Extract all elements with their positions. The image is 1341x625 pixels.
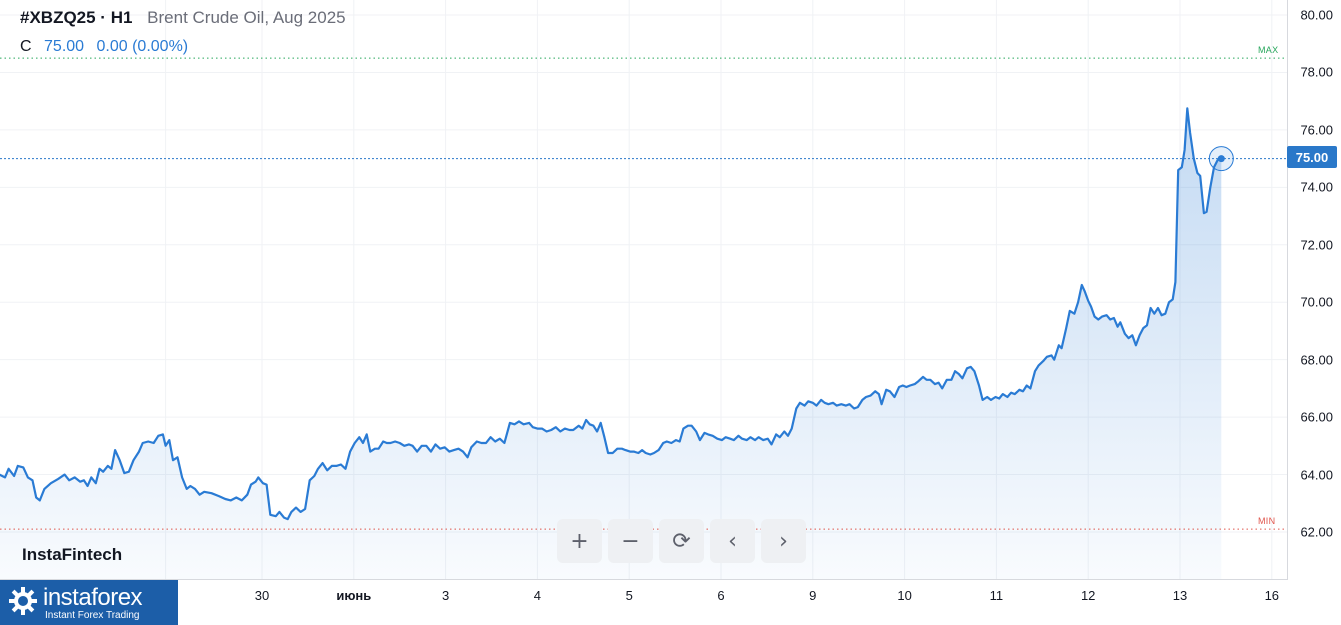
logo-gear-icon: [9, 587, 37, 615]
x-tick-label: 13: [1172, 588, 1188, 603]
y-tick-label: 70.00: [1300, 294, 1333, 310]
ohlc-legend: C 75.00 0.00 (0.00%): [20, 38, 188, 56]
chart-header: #XBZQ25 · H1 Brent Crude Oil, Aug 2025: [20, 8, 346, 28]
x-tick-label: 11: [989, 588, 1004, 603]
x-tick-label: 10: [897, 588, 912, 603]
x-tick-label: 3: [441, 588, 450, 603]
chart-toolbar: + − ⟳ ‹ ›: [557, 519, 806, 563]
scroll-left-button[interactable]: ‹: [710, 519, 755, 563]
y-tick-label: 76.00: [1300, 122, 1333, 138]
close-label: C: [20, 38, 32, 55]
close-value: 75.00: [44, 38, 85, 55]
x-tick-label: 6: [717, 588, 725, 603]
y-tick-label: 78.00: [1300, 64, 1333, 80]
x-tick-label: июнь: [336, 588, 372, 603]
min-label: MIN: [1258, 516, 1276, 527]
symbol-label: #XBZQ25 · H1: [20, 8, 133, 27]
y-tick-label: 72.00: [1300, 237, 1333, 253]
x-tick-label: 9: [809, 588, 817, 603]
instaforex-logo[interactable]: instaforex Instant Forex Trading: [0, 580, 178, 625]
x-tick-label: 30: [254, 588, 270, 603]
y-tick-label: 68.00: [1300, 352, 1333, 368]
y-tick-label: 66.00: [1300, 409, 1333, 425]
reset-button[interactable]: ⟳: [659, 519, 704, 563]
logo-tagline: Instant Forex Trading: [45, 610, 140, 621]
x-tick-label: 4: [533, 588, 542, 603]
watermark: InstaFintech: [22, 545, 123, 564]
instrument-description: Brent Crude Oil, Aug 2025: [147, 8, 346, 27]
y-tick-label: 64.00: [1300, 467, 1333, 483]
scroll-right-button[interactable]: ›: [761, 519, 806, 563]
price-line: [0, 107, 1222, 521]
y-tick-label: 80.00: [1300, 7, 1333, 23]
change-value: 0.00 (0.00%): [96, 38, 189, 55]
last-price-badge: 75.00: [1287, 146, 1337, 168]
y-tick-label: 74.00: [1300, 179, 1333, 195]
logo-name: instaforex: [43, 584, 143, 611]
x-tick-label: 12: [1080, 588, 1096, 603]
max-label: MAX: [1258, 45, 1279, 56]
x-tick-label: 5: [625, 588, 633, 603]
zoom-in-button[interactable]: +: [557, 519, 602, 563]
zoom-out-button[interactable]: −: [608, 519, 653, 563]
last-point-marker: [1217, 155, 1225, 163]
x-tick-label: 16: [1264, 588, 1280, 603]
price-area-fill: [0, 108, 1222, 579]
y-tick-label: 62.00: [1300, 524, 1333, 540]
